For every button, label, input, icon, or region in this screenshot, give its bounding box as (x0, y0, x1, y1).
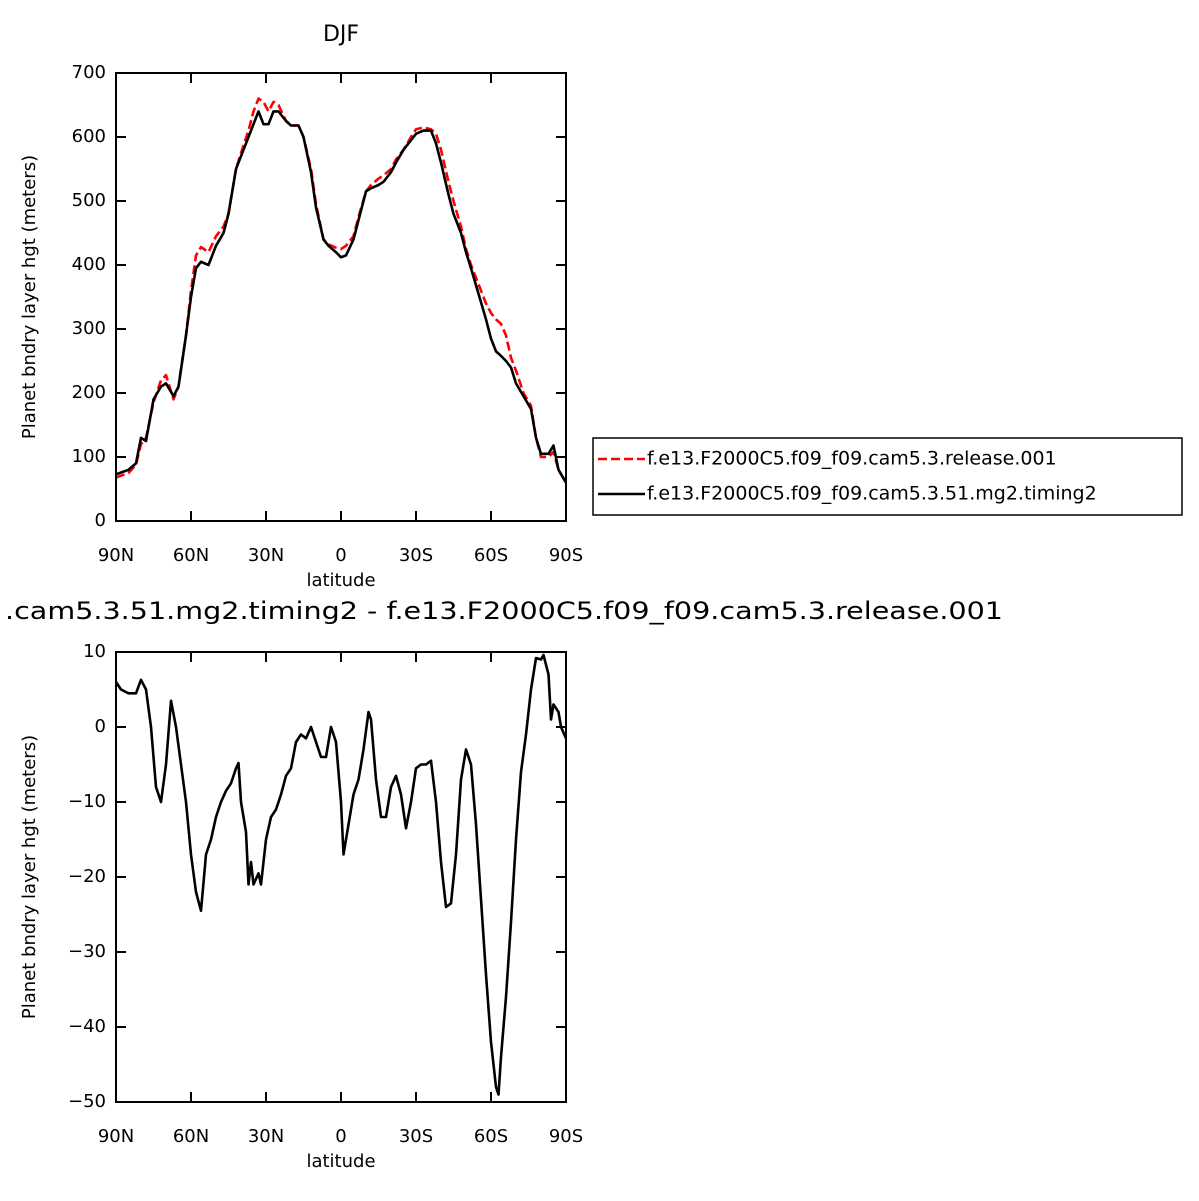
legend-label: f.e13.F2000C5.f09_f09.cam5.3.release.001 (647, 448, 1057, 470)
x-tick-label: 90S (549, 545, 583, 566)
y-tick-label: 700 (72, 62, 106, 83)
y-tick-label: 400 (72, 254, 106, 275)
y-tick-label: 100 (72, 446, 106, 467)
y-tick-label: 500 (72, 190, 106, 211)
x-tick-label: 60S (474, 545, 508, 566)
y-tick-label: 600 (72, 126, 106, 147)
chart-title: .cam5.3.51.mg2.timing2 - f.e13.F2000C5.f… (5, 597, 1003, 625)
data-line (115, 97, 568, 484)
x-tick-label: 90N (98, 545, 134, 566)
y-tick-label: −20 (68, 866, 106, 887)
chart-title: DJF (323, 22, 359, 47)
plot-frame (115, 651, 567, 1103)
x-axis-label: latitude (306, 1151, 375, 1172)
y-tick-label: 10 (83, 641, 106, 662)
x-tick-label: 60N (173, 1126, 209, 1147)
y-tick-label: 200 (72, 382, 106, 403)
x-tick-label: 0 (335, 1126, 346, 1147)
y-tick-label: −10 (68, 791, 106, 812)
x-tick-label: 90S (549, 1126, 583, 1147)
y-axis-label: Planet bndry layer hgt (meters) (19, 735, 40, 1019)
plot-frame (115, 72, 567, 522)
y-tick-label: 0 (95, 510, 106, 531)
x-tick-label: 0 (335, 545, 346, 566)
x-tick-label: 30N (248, 545, 284, 566)
y-tick-label: 0 (95, 716, 106, 737)
y-tick-label: −30 (68, 941, 106, 962)
legend-box (592, 437, 1183, 516)
y-tick-label: 300 (72, 318, 106, 339)
x-tick-label: 90N (98, 1126, 134, 1147)
x-tick-label: 30S (399, 545, 433, 566)
legend-label: f.e13.F2000C5.f09_f09.cam5.3.51.mg2.timi… (647, 483, 1097, 505)
x-tick-label: 60S (474, 1126, 508, 1147)
y-axis-label: Planet bndry layer hgt (meters) (19, 155, 40, 439)
data-line (115, 110, 568, 484)
x-axis-label: latitude (306, 570, 375, 591)
y-tick-label: −50 (68, 1091, 106, 1112)
y-tick-label: −40 (68, 1016, 106, 1037)
x-tick-label: 60N (173, 545, 209, 566)
x-tick-label: 30S (399, 1126, 433, 1147)
data-line (114, 653, 568, 1096)
x-tick-label: 30N (248, 1126, 284, 1147)
